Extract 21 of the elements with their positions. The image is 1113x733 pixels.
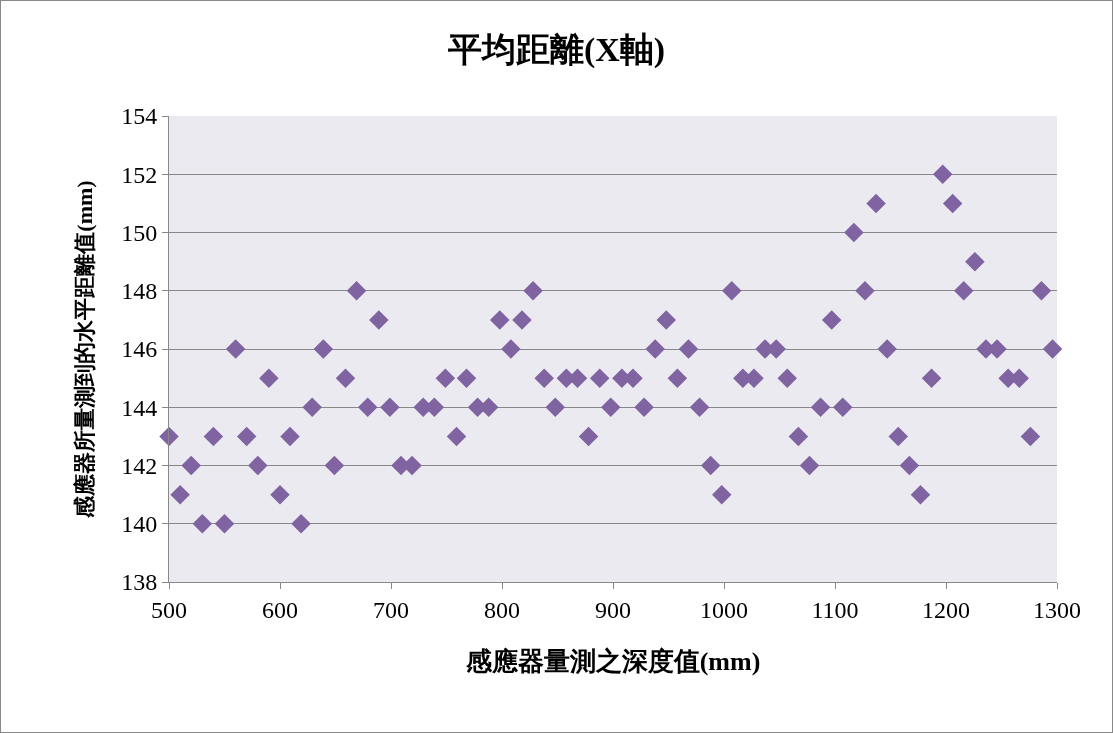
x-tick-label: 500 — [151, 596, 187, 623]
x-tick-label: 1100 — [811, 596, 859, 623]
x-tick-label: 900 — [595, 596, 631, 623]
y-tick-label: 138 — [121, 569, 158, 596]
y-tick-label: 142 — [121, 452, 158, 479]
chart-title: 平均距離(X軸) — [446, 31, 666, 70]
y-tick-label: 150 — [121, 219, 158, 246]
x-tick-label: 700 — [373, 596, 409, 623]
y-tick-label: 148 — [121, 278, 158, 305]
x-tick-label: 1300 — [1033, 596, 1081, 623]
x-tick-label: 800 — [484, 596, 520, 623]
x-tick-label: 1200 — [922, 596, 970, 623]
x-axis-title: 感應器量測之深度值(mm) — [464, 647, 761, 677]
y-tick-label: 154 — [121, 103, 158, 130]
y-tick-label: 140 — [121, 511, 158, 538]
y-axis-title: 感應器所量測到的水平距離值(mm) — [72, 180, 97, 519]
y-tick-label: 144 — [121, 394, 158, 421]
x-tick-label: 600 — [262, 596, 298, 623]
y-tick-label: 152 — [121, 161, 158, 188]
x-tick-label: 1000 — [700, 596, 748, 623]
y-tick-label: 146 — [121, 336, 158, 363]
